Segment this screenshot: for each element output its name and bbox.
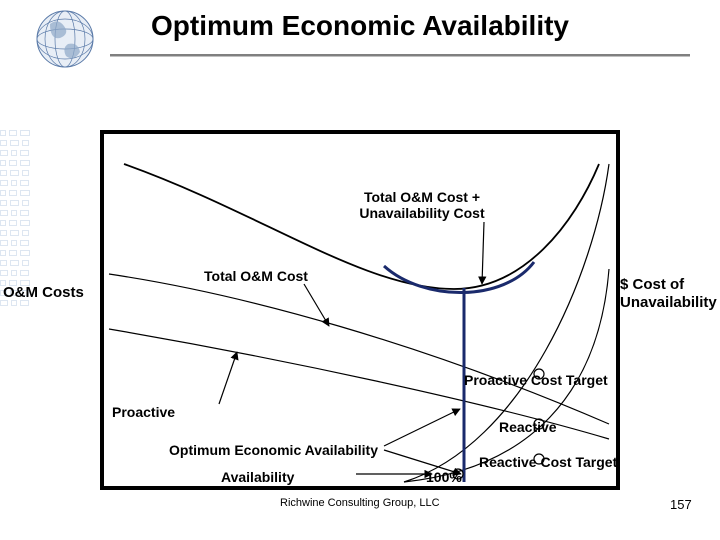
label-total-om: Total O&M Cost <box>204 268 308 284</box>
label-reactive: Reactive <box>499 419 557 435</box>
footer-text: Richwine Consulting Group, LLC <box>280 497 440 509</box>
page-title: Optimum Economic Availability <box>0 10 720 42</box>
label-hundred: 100% <box>426 469 462 485</box>
label-total-combined: Total O&M Cost + Unavailability Cost <box>322 189 522 221</box>
title-rule <box>110 54 690 57</box>
chart-box: Total O&M Cost + Unavailability Cost Tot… <box>100 130 620 490</box>
page-number: 157 <box>670 497 692 512</box>
label-proactive: Proactive <box>112 404 175 420</box>
label-optimum: Optimum Economic Availability <box>169 442 378 458</box>
y-axis-right-label: $ Cost of Unavailability <box>620 276 720 312</box>
left-decoration <box>0 130 40 350</box>
label-proactive-target: Proactive Cost Target <box>464 372 608 388</box>
slide-root: Optimum Economic Availability O&M Costs … <box>0 0 720 540</box>
label-availability: Availability <box>221 469 294 485</box>
y-axis-left-label: O&M Costs <box>3 284 84 302</box>
label-reactive-target: Reactive Cost Target <box>479 454 617 470</box>
